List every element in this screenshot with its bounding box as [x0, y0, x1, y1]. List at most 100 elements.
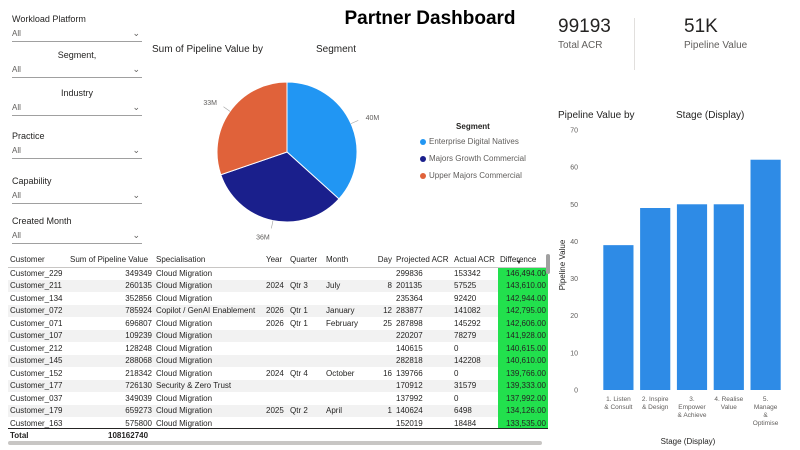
- table-cell: Customer_212: [10, 343, 63, 353]
- table-cell: [288, 292, 324, 305]
- table-cell: July: [324, 279, 368, 292]
- capability-dropdown[interactable]: All ⌄: [12, 189, 142, 204]
- pie-slice[interactable]: [220, 151, 340, 223]
- created-month-dropdown[interactable]: All ⌄: [12, 229, 142, 244]
- table-cell: [264, 379, 288, 392]
- table-cell: [368, 292, 394, 305]
- pie-data-label: 40M: [366, 115, 380, 122]
- table-cell: April: [324, 404, 368, 417]
- workload-platform-dropdown[interactable]: All ⌄: [12, 27, 142, 42]
- table-row[interactable]: Customer_212 128248 Cloud Migration 140615 0…: [8, 342, 548, 355]
- table-cell: Customer_163: [10, 418, 63, 428]
- col-header[interactable]: Specialisation: [154, 252, 264, 268]
- slicer-label: Capability: [12, 176, 52, 186]
- col-header[interactable]: Actual ACR: [452, 252, 498, 268]
- col-header[interactable]: Projected ACR: [394, 252, 452, 268]
- table-cell: 0: [454, 343, 459, 353]
- industry-dropdown[interactable]: All ⌄: [12, 101, 142, 116]
- col-header[interactable]: Quarter: [288, 252, 324, 268]
- table-cell: [288, 267, 324, 280]
- sort-desc-icon: ▼: [516, 260, 522, 266]
- legend-dot: [420, 155, 426, 162]
- pie-leader-line: [271, 220, 274, 229]
- col-header[interactable]: Day: [368, 252, 394, 268]
- table-row[interactable]: Customer_177 726130 Security & Zero Trust 1…: [8, 379, 548, 392]
- pie-slice[interactable]: [216, 81, 288, 176]
- table-cell: [288, 354, 324, 367]
- table-cell: [324, 379, 368, 392]
- table-row[interactable]: Customer_134 352856 Cloud Migration 235364 9…: [8, 292, 548, 305]
- table-cell: 142,795.00: [498, 304, 548, 317]
- legend-item-upper[interactable]: Upper Majors Commercial: [420, 171, 526, 180]
- bar[interactable]: [713, 204, 744, 390]
- col-header[interactable]: Sum of Pipeline Value: [68, 252, 154, 268]
- table-row[interactable]: Customer_107 109239 Cloud Migration 220207 7…: [8, 329, 548, 342]
- col-header[interactable]: Month: [324, 252, 368, 268]
- col-header[interactable]: Year: [264, 252, 288, 268]
- table-cell: February: [326, 318, 359, 328]
- table-cell: 2025: [264, 404, 288, 417]
- pie-slice[interactable]: [286, 81, 358, 200]
- x-tick-label: 5.: [763, 396, 769, 403]
- table-row[interactable]: Customer_163 575800 Cloud Migration 152019 1…: [8, 417, 548, 430]
- slicer-label: Practice: [12, 131, 45, 141]
- kpi-pipeline-value: 51K Pipeline Value: [684, 16, 747, 70]
- bar[interactable]: [676, 204, 708, 390]
- table-cell: Customer_145: [8, 354, 68, 367]
- segment-dropdown[interactable]: All ⌄: [12, 63, 142, 78]
- table-cell: [324, 292, 368, 305]
- dropdown-value: All: [12, 231, 21, 240]
- table-cell: Qtr 1: [288, 304, 324, 317]
- table-horizontal-scrollbar[interactable]: [8, 441, 542, 445]
- table-cell: Security & Zero Trust: [154, 379, 264, 392]
- col-header-difference[interactable]: Difference ▼: [498, 252, 548, 268]
- table-row[interactable]: Customer_145 288068 Cloud Migration 282818 1…: [8, 354, 548, 367]
- table-cell: 137992: [396, 393, 423, 403]
- bar[interactable]: [750, 159, 781, 390]
- table-cell: 6498: [452, 404, 498, 417]
- legend-item-majors[interactable]: Majors Growth Commercial: [420, 154, 526, 163]
- practice-dropdown[interactable]: All ⌄: [12, 144, 142, 159]
- table-cell: 145292: [454, 318, 481, 328]
- table-cell: Qtr 1: [290, 318, 308, 328]
- customer-table: Customer Sum of Pipeline Value Specialis…: [8, 252, 548, 444]
- table-cell: 143,610.00: [498, 279, 548, 292]
- table-row[interactable]: Customer_072 785924 Copilot / GenAI Enable…: [8, 304, 548, 317]
- table-row[interactable]: Customer_179 659273 Cloud Migration 2025 Qtr…: [8, 404, 548, 417]
- table-cell: [368, 354, 394, 367]
- legend-item-enterprise[interactable]: Enterprise Digital Natives: [420, 137, 526, 146]
- y-tick-label: 0: [574, 388, 578, 395]
- table-cell: Qtr 4: [290, 368, 308, 378]
- table-row[interactable]: Customer_211 260135 Cloud Migration 2024 Qtr…: [8, 279, 548, 292]
- x-tick-label: Value: [721, 404, 738, 411]
- table-cell: [368, 342, 394, 355]
- bar[interactable]: [640, 208, 671, 390]
- table-cell: Customer_211: [8, 279, 68, 292]
- table-cell: Cloud Migration: [156, 269, 213, 278]
- table-row[interactable]: Customer_229 349349 Cloud Migration 299836 1…: [8, 267, 548, 280]
- pie-leader-line: [350, 120, 359, 124]
- col-header[interactable]: Customer: [8, 252, 68, 268]
- slicer-segment: Segment, All ⌄: [12, 50, 142, 78]
- chevron-down-icon: ⌄: [132, 28, 140, 38]
- table-row[interactable]: Customer_037 349039 Cloud Migration 137992 0…: [8, 392, 548, 405]
- table-cell: 287898: [396, 318, 423, 328]
- y-tick-label: 70: [570, 128, 578, 135]
- y-axis-label: Pipeline Value: [558, 239, 567, 290]
- table-row[interactable]: Customer_152 218342 Cloud Migration 2024 Qtr…: [8, 367, 548, 380]
- table-vertical-scrollbar[interactable]: [546, 254, 550, 274]
- x-tick-label: 1. Listen: [606, 396, 631, 403]
- bar[interactable]: [603, 245, 634, 390]
- legend-label: Majors Growth Commercial: [429, 154, 526, 163]
- table-cell: 134,126.00: [498, 404, 548, 417]
- pie-chart[interactable]: 40M 36M 33M: [190, 70, 410, 245]
- pie-legend: Segment Enterprise Digital Natives Major…: [420, 122, 526, 188]
- table-cell: [368, 379, 394, 392]
- table-cell: 0: [454, 393, 459, 403]
- table-row[interactable]: Customer_071 696807 Cloud Migration 2026 Qtr…: [8, 317, 548, 330]
- table-cell: Cloud Migration: [156, 393, 213, 403]
- table-cell: 139,766.00: [498, 367, 548, 380]
- table-cell: 2026: [264, 304, 288, 317]
- y-tick-label: 40: [570, 239, 578, 246]
